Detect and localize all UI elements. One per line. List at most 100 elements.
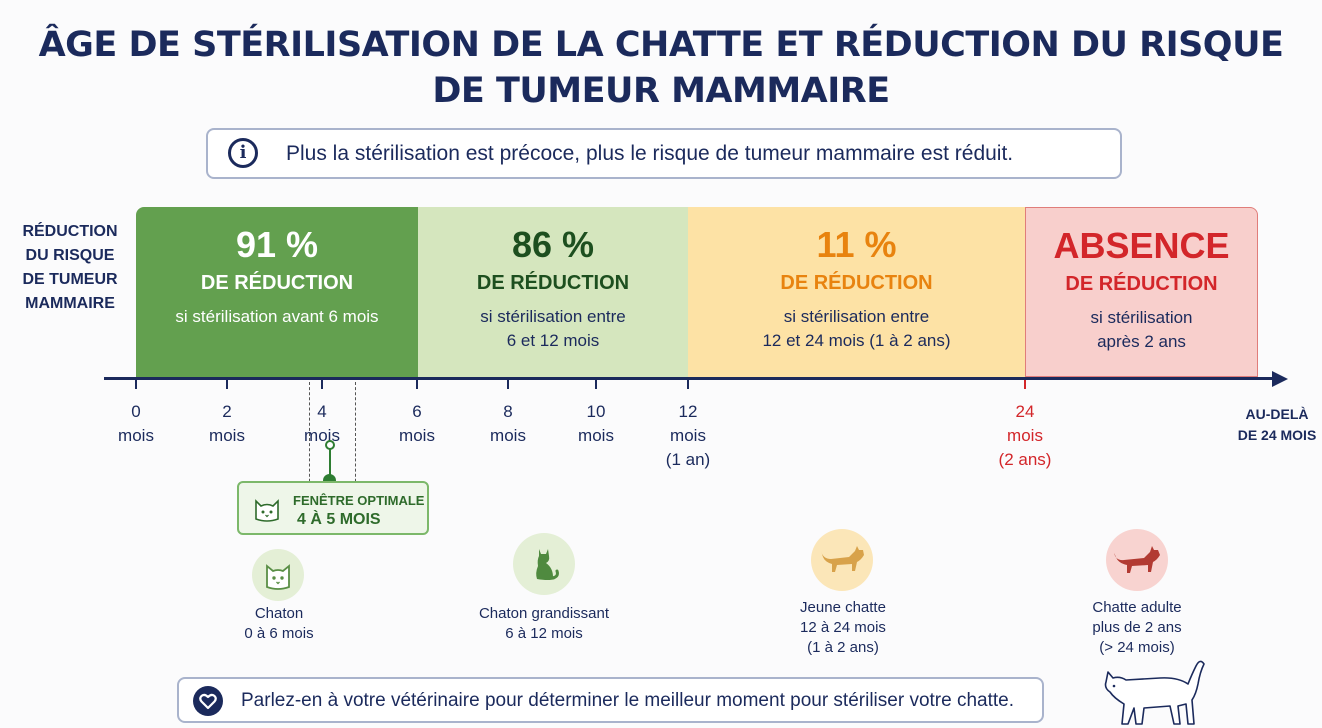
tick-label-0: 0 mois <box>101 400 171 448</box>
tick-unit: mois <box>1007 426 1043 445</box>
condition-line: si stérilisation <box>1090 308 1193 327</box>
segment-value: 11 % <box>816 224 897 265</box>
info-text: Plus la stérilisation est précoce, plus … <box>286 142 1014 165</box>
segment-before-6-months: 91 % DE RÉDUCTION si stérilisation avant… <box>136 207 418 377</box>
stage-adult-cat-circle <box>1106 529 1168 591</box>
condition-line: si stérilisation entre <box>783 307 930 326</box>
optimal-window-end-line <box>355 382 356 492</box>
tick-number: 6 <box>412 402 422 421</box>
stage-line: (> 24 mois) <box>1099 639 1175 656</box>
stage-kitten-label: Chaton 0 à 6 mois <box>214 604 344 644</box>
optimal-window-range: 4 À 5 MOIS <box>297 511 381 528</box>
stage-young-cat-circle <box>811 529 873 591</box>
beyond-line: DE 24 MOIS <box>1237 427 1317 443</box>
y-label-line: RÉDUCTION <box>22 223 118 240</box>
stage-line: 0 à 6 mois <box>244 625 314 642</box>
tick-unit: mois <box>209 426 245 445</box>
stage-line: Jeune chatte <box>800 599 886 616</box>
title-line-2: DE TUMEUR MAMMAIRE <box>432 71 890 111</box>
tick-label-2: 2 mois <box>192 400 262 448</box>
tick-number: 4 <box>317 402 327 421</box>
y-label-line: DE TUMEUR <box>22 271 118 288</box>
axis-tick <box>321 380 323 389</box>
tick-label-8: 8 mois <box>473 400 543 448</box>
condition-line: si stérilisation avant 6 mois <box>175 307 379 326</box>
stage-young-cat-label: Jeune chatte 12 à 24 mois (1 à 2 ans) <box>783 598 903 658</box>
stage-growing-kitten-circle <box>513 533 575 595</box>
axis-tick <box>507 380 509 389</box>
optimal-window-title: FENÊTRE OPTIMALE <box>293 493 425 508</box>
segment-condition: si stérilisation avant 6 mois <box>146 305 408 329</box>
axis-arrow-icon <box>1272 371 1288 387</box>
tick-label-12: 12 mois (1 an) <box>653 400 723 472</box>
condition-line: 12 et 24 mois (1 à 2 ans) <box>762 331 951 350</box>
timeline-axis <box>104 377 1276 380</box>
segment-after-24-months: ABSENCE DE RÉDUCTION si stérilisation ap… <box>1025 207 1258 377</box>
segment-value: 86 % <box>511 224 595 265</box>
segment-label: DE RÉDUCTION <box>780 272 933 294</box>
vet-advice-banner: Parlez-en à votre vétérinaire pour déter… <box>177 677 1044 723</box>
condition-line: si stérilisation entre <box>480 307 626 326</box>
stage-line: 6 à 12 mois <box>505 625 583 642</box>
tick-unit: mois <box>304 426 340 445</box>
beyond-24-label: AU-DELÀ DE 24 MOIS <box>1232 404 1322 446</box>
segment-condition: si stérilisation entre 12 et 24 mois (1 … <box>698 305 1015 353</box>
kitten-face-icon <box>255 499 279 522</box>
tick-extra: (2 ans) <box>998 450 1052 469</box>
tick-unit: mois <box>578 426 614 445</box>
kitten-face-icon <box>266 564 290 590</box>
optimal-window-pointer-top <box>325 440 335 450</box>
y-label-line: DU RISQUE <box>25 247 115 264</box>
stage-line: 12 à 24 mois <box>800 619 886 636</box>
axis-tick <box>595 380 597 389</box>
segment-label: DE RÉDUCTION <box>476 272 630 294</box>
stage-line: Chatte adulte <box>1092 599 1182 616</box>
tick-unit: mois <box>670 426 706 445</box>
info-icon: i <box>228 138 258 168</box>
stage-line: plus de 2 ans <box>1092 619 1182 636</box>
walking-cat-icon <box>821 546 864 572</box>
stage-kitten-circle <box>252 549 304 601</box>
info-banner: i Plus la stérilisation est précoce, plu… <box>206 128 1122 179</box>
segment-6-to-12-months: 86 % DE RÉDUCTION si stérilisation entre… <box>418 207 688 377</box>
tick-unit: mois <box>490 426 526 445</box>
stage-line: Chaton <box>254 605 304 622</box>
y-axis-label: RÉDUCTION DU RISQUE DE TUMEUR MAMMAIRE <box>14 220 126 316</box>
segment-value: ABSENCE <box>1053 225 1230 266</box>
vet-advice-text: Parlez-en à votre vétérinaire pour déter… <box>241 690 1014 711</box>
beyond-line: AU-DELÀ <box>1245 406 1309 422</box>
y-label-line: MAMMAIRE <box>25 295 115 312</box>
adult-cat-icon <box>1114 546 1160 573</box>
axis-tick <box>1024 380 1026 389</box>
tick-number: 10 <box>586 402 606 421</box>
tick-number: 12 <box>678 402 698 421</box>
sitting-cat-icon <box>536 549 559 580</box>
tick-number: 0 <box>131 402 141 421</box>
tick-label-6: 6 mois <box>382 400 452 448</box>
segment-condition: si stérilisation après 2 ans <box>1036 306 1247 354</box>
optimal-window-box: FENÊTRE OPTIMALE 4 À 5 MOIS <box>237 481 429 535</box>
heart-glyph <box>199 693 217 710</box>
stage-adult-cat-label: Chatte adulte plus de 2 ans (> 24 mois) <box>1077 598 1197 658</box>
stage-growing-kitten-label: Chaton grandissant 6 à 12 mois <box>464 604 624 644</box>
tick-label-24: 24 mois (2 ans) <box>990 400 1060 472</box>
tick-number: 8 <box>503 402 513 421</box>
axis-tick <box>416 380 418 389</box>
tick-number: 24 <box>1015 402 1035 421</box>
cat-outline-illustration <box>1104 660 1205 725</box>
tick-unit: mois <box>399 426 435 445</box>
optimal-window-pointer <box>329 445 331 479</box>
tick-unit: mois <box>118 426 154 445</box>
axis-tick <box>135 380 137 389</box>
page-title: ÂGE DE STÉRILISATION DE LA CHATTE ET RÉD… <box>0 22 1322 114</box>
tick-extra: (1 an) <box>665 450 711 469</box>
stage-line: (1 à 2 ans) <box>807 639 879 656</box>
segment-label: DE RÉDUCTION <box>1065 273 1218 295</box>
optimal-window-start-line <box>309 382 310 492</box>
condition-line: 6 et 12 mois <box>506 331 600 350</box>
segment-value: 91 % <box>235 224 319 265</box>
segment-condition: si stérilisation entre 6 et 12 mois <box>428 305 678 353</box>
segment-label: DE RÉDUCTION <box>200 272 354 294</box>
stage-line: Chaton grandissant <box>478 605 610 622</box>
axis-tick <box>687 380 689 389</box>
